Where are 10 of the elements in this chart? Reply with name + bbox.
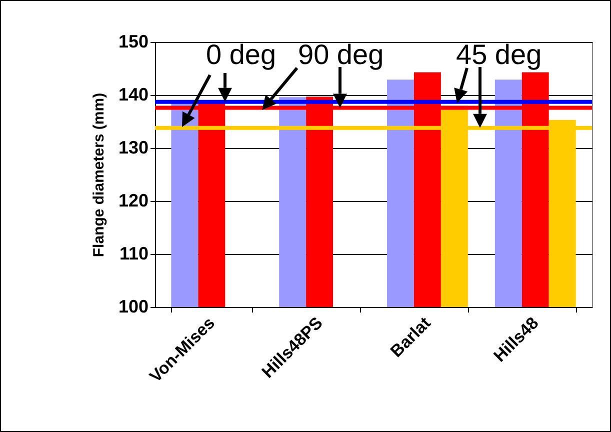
y-tick-label: 100	[118, 296, 148, 316]
y-tick-label: 140	[118, 84, 148, 104]
y-axis-title: Flange diameters (mm)	[90, 92, 108, 258]
y-tick-label: 120	[118, 190, 148, 210]
annotation: 45 deg	[456, 39, 542, 71]
y-tick-label: 110	[119, 244, 148, 264]
annotation: 0 deg	[206, 39, 276, 71]
annotation: 90 deg	[298, 39, 384, 71]
y-tick-label: 130	[118, 138, 148, 158]
y-tick-label: 150	[118, 32, 148, 52]
